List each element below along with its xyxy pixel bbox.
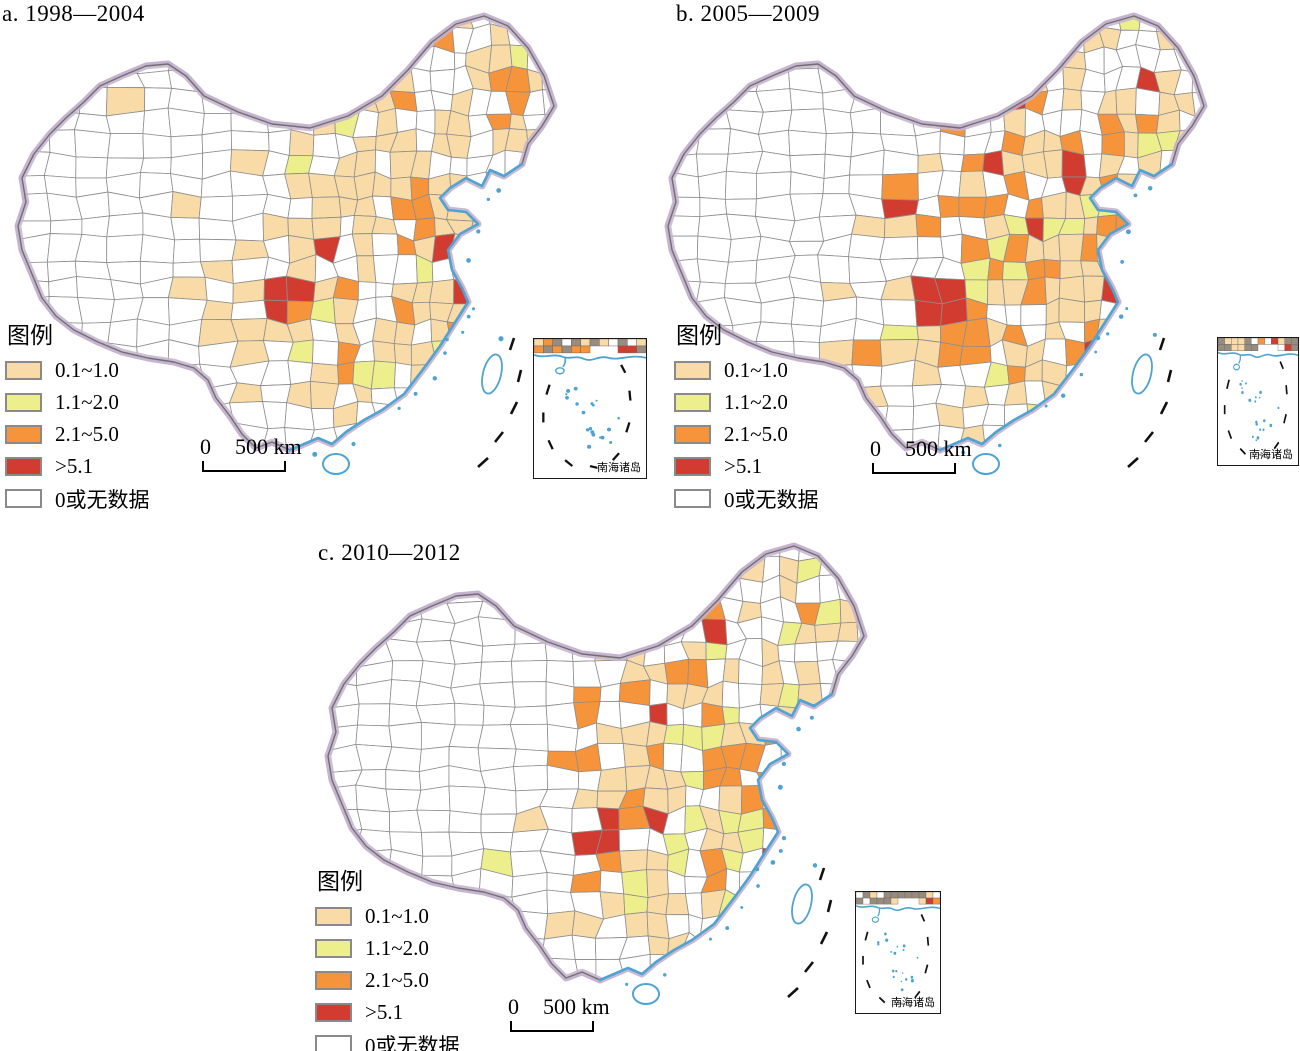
legend-swatch: [315, 907, 352, 926]
map-panel-b: b. 2005—2009 图例 0.1~1.0 1.1~2.0 2.1~5.0 …: [650, 0, 1300, 521]
scale-bar-distance: 500 km: [235, 434, 302, 459]
map-panel-c: c. 2010—2012 图例 0.1~1.0 1.1~2.0 2.1~5.0 …: [310, 530, 970, 1051]
scale-bar-distance: 500 km: [905, 436, 972, 461]
legend-item: 0或无数据: [674, 488, 819, 512]
legend-item-label: 0或无数据: [724, 487, 819, 512]
legend-item: 1.1~2.0: [5, 390, 150, 414]
scale-bar: 0 500 km: [506, 996, 636, 1032]
south-china-sea-inset: 南海诸岛: [533, 338, 647, 479]
legend-title: 图例: [7, 323, 53, 348]
china-choropleth-map: [664, 12, 1208, 475]
inset-label: 南海诸岛: [891, 997, 935, 1009]
south-china-sea-inset: 南海诸岛: [1217, 337, 1299, 466]
legend-item-label: 0.1~1.0: [724, 358, 788, 382]
legend-item: 2.1~5.0: [5, 422, 150, 446]
legend-item: >5.1: [315, 1000, 460, 1024]
legend-item: 1.1~2.0: [315, 936, 460, 960]
legend: 图例 0.1~1.0 1.1~2.0 2.1~5.0 >5.1 0或无数据: [5, 316, 150, 520]
legend-title: 图例: [317, 869, 363, 894]
legend-item: 0.1~1.0: [5, 358, 150, 382]
scale-bar: 0 500 km: [868, 438, 998, 474]
legend-item-label: 2.1~5.0: [55, 422, 119, 446]
inset-map: [856, 892, 940, 1006]
legend-swatch: [315, 971, 352, 990]
legend-item: 0.1~1.0: [674, 358, 819, 382]
legend-swatch: [5, 393, 42, 412]
legend-swatch: [674, 361, 711, 380]
legend-item-label: >5.1: [724, 454, 763, 478]
legend: 图例 0.1~1.0 1.1~2.0 2.1~5.0 >5.1 0或无数据: [315, 862, 460, 1051]
panel-title: a. 1998—2004: [2, 1, 145, 26]
legend-title: 图例: [676, 323, 722, 348]
scale-bar: 0 500 km: [198, 436, 328, 472]
scale-bar-zero: 0: [870, 436, 881, 461]
panel-title: c. 2010—2012: [318, 540, 461, 565]
scale-bar-line: [510, 1021, 594, 1032]
map-panel-a: a. 1998—2004 图例 0.1~1.0 1.1~2.0 2.1~5.0 …: [0, 0, 660, 521]
legend-item-label: 1.1~2.0: [55, 390, 119, 414]
scale-bar-zero: 0: [508, 994, 519, 1019]
legend-item-label: >5.1: [55, 454, 94, 478]
legend-swatch: [674, 489, 711, 508]
legend-item: 1.1~2.0: [674, 390, 819, 414]
legend-item: 0或无数据: [315, 1034, 460, 1051]
inset-label: 南海诸岛: [1249, 449, 1293, 461]
legend-item-label: 1.1~2.0: [724, 390, 788, 414]
legend-item: 0或无数据: [5, 488, 150, 512]
legend-item: >5.1: [674, 454, 819, 478]
legend-item: 2.1~5.0: [674, 422, 819, 446]
legend-swatch: [315, 939, 352, 958]
scale-bar-zero: 0: [200, 434, 211, 459]
legend-swatch: [5, 489, 42, 508]
legend-swatch: [5, 457, 42, 476]
legend: 图例 0.1~1.0 1.1~2.0 2.1~5.0 >5.1 0或无数据: [674, 316, 819, 520]
legend-item-label: 0.1~1.0: [55, 358, 119, 382]
scale-bar-line: [872, 463, 956, 474]
legend-item-label: 0.1~1.0: [365, 904, 429, 928]
china-choropleth-map: [324, 542, 868, 1005]
inset-map: [1218, 338, 1298, 457]
legend-swatch: [315, 1003, 352, 1022]
legend-swatch: [674, 457, 711, 476]
panel-title: b. 2005—2009: [676, 1, 820, 26]
scale-bar-distance: 500 km: [543, 994, 610, 1019]
legend-swatch: [5, 361, 42, 380]
legend-swatch: [674, 425, 711, 444]
inset-label: 南海诸岛: [597, 462, 641, 474]
legend-item-label: 0或无数据: [55, 487, 150, 512]
legend-item-label: 2.1~5.0: [724, 422, 788, 446]
legend-item: >5.1: [5, 454, 150, 478]
legend-item-label: 2.1~5.0: [365, 968, 429, 992]
legend-item-label: 0或无数据: [365, 1033, 460, 1051]
legend-item-label: >5.1: [365, 1000, 404, 1024]
legend-item: 0.1~1.0: [315, 904, 460, 928]
legend-swatch: [315, 1035, 352, 1051]
legend-item-label: 1.1~2.0: [365, 936, 429, 960]
legend-swatch: [5, 425, 42, 444]
scale-bar-line: [202, 461, 286, 472]
legend-item: 2.1~5.0: [315, 968, 460, 992]
south-china-sea-inset: 南海诸岛: [855, 891, 941, 1014]
inset-map: [534, 339, 646, 470]
legend-swatch: [674, 393, 711, 412]
